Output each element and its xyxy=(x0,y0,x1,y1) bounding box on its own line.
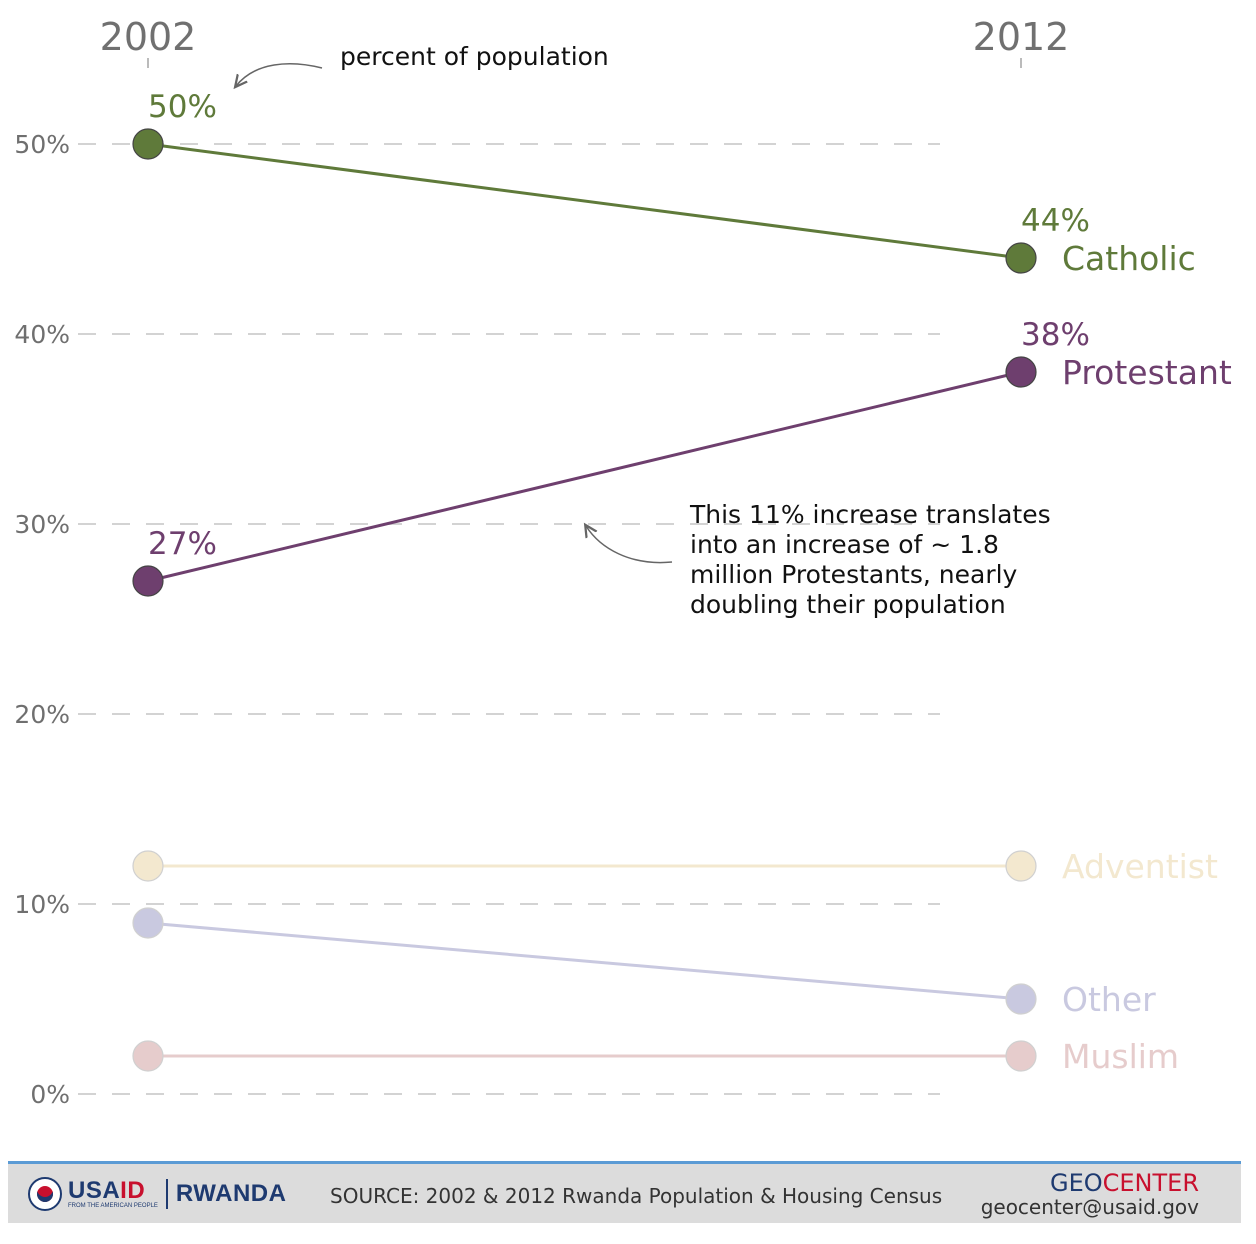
adventist-point xyxy=(132,850,164,882)
contact-email: geocenter@usaid.gov xyxy=(980,1195,1199,1219)
other-point xyxy=(1005,983,1037,1015)
series-labels: 50% 44%Catholic 27% 38%Protestant Adventist O… xyxy=(148,89,1232,1076)
usaid-main: USAID xyxy=(68,1176,158,1204)
usaid-main-b: ID xyxy=(120,1176,146,1204)
protestant-series-label: Protestant xyxy=(1062,353,1232,392)
logo-divider xyxy=(165,1179,168,1209)
footer-bar: USAID FROM THE AMERICAN PEOPLE RWANDA SO… xyxy=(8,1161,1241,1223)
catholic-value-label: 44% xyxy=(1021,203,1090,239)
other-line xyxy=(147,921,1022,1001)
annotation-line-3: million Protestants, nearly xyxy=(690,560,1018,589)
annotation-top-arrow xyxy=(236,63,323,86)
y-tick-label: 20% xyxy=(14,700,70,729)
country-name: RWANDA xyxy=(175,1180,287,1207)
other-point xyxy=(132,907,164,939)
usaid-main-a: USA xyxy=(68,1176,121,1204)
usaid-rwanda-logo: USAID FROM THE AMERICAN PEOPLE RWANDA xyxy=(28,1175,286,1213)
usaid-seal-icon xyxy=(28,1177,62,1211)
catholic-point xyxy=(132,128,164,160)
usaid-wordmark: USAID FROM THE AMERICAN PEOPLE xyxy=(68,1176,158,1210)
adventist-series-label: Adventist xyxy=(1062,847,1218,886)
catholic-line xyxy=(147,142,1022,260)
other-series-label: Other xyxy=(1062,980,1156,1019)
annotation-top: percent of population xyxy=(236,42,609,86)
catholic-series-label: Catholic xyxy=(1062,239,1196,278)
series-points xyxy=(132,128,1037,1072)
y-axis: 0% 10% 20% 30% 40% 50% xyxy=(14,130,70,1109)
y-tick-label: 50% xyxy=(14,130,70,159)
annotation-line-4: doubling their population xyxy=(690,590,1006,619)
geocenter-logo-b: CENTER xyxy=(1102,1169,1199,1197)
usaid-tagline: FROM THE AMERICAN PEOPLE xyxy=(68,1202,158,1209)
muslim-point xyxy=(132,1040,164,1072)
geocenter-logo-a: GEO xyxy=(1049,1169,1103,1197)
adventist-point xyxy=(1005,850,1037,882)
protestant-point xyxy=(1005,356,1037,388)
muslim-point xyxy=(1005,1040,1037,1072)
slope-chart: 0% 10% 20% 30% 40% 50% 2002 2012 50% 44%Catholi… xyxy=(14,15,1232,1109)
series-lines xyxy=(147,142,1022,1058)
annotation-line-1: This 11% increase translates xyxy=(689,500,1051,529)
y-tick-label: 0% xyxy=(30,1080,70,1109)
annotation-top-text: percent of population xyxy=(340,42,609,71)
geocenter-block: GEOCENTER geocenter@usaid.gov xyxy=(981,1170,1199,1218)
geocenter-logo: GEOCENTER xyxy=(981,1170,1199,1196)
source-note: SOURCE: 2002 & 2012 Rwanda Population & … xyxy=(330,1184,943,1208)
protestant-value-label: 27% xyxy=(148,526,217,562)
annotation-protestant: This 11% increase translates into an inc… xyxy=(586,500,1051,619)
y-tick-label: 10% xyxy=(14,890,70,919)
annotation-line-2: into an increase of ~ 1.8 xyxy=(690,530,999,559)
x-axis: 2002 2012 xyxy=(100,15,1070,68)
annotation-protestant-arrow xyxy=(586,526,673,564)
catholic-value-label: 50% xyxy=(148,89,217,125)
y-tick-label: 40% xyxy=(14,320,70,349)
x-tick-label: 2002 xyxy=(100,15,197,59)
y-tick-label: 30% xyxy=(14,510,70,539)
protestant-line xyxy=(147,370,1022,583)
protestant-point xyxy=(132,565,164,597)
muslim-series-label: Muslim xyxy=(1062,1037,1179,1076)
protestant-value-label: 38% xyxy=(1021,317,1090,353)
gridlines xyxy=(78,143,940,1095)
x-tick-label: 2012 xyxy=(973,15,1070,59)
catholic-point xyxy=(1005,242,1037,274)
